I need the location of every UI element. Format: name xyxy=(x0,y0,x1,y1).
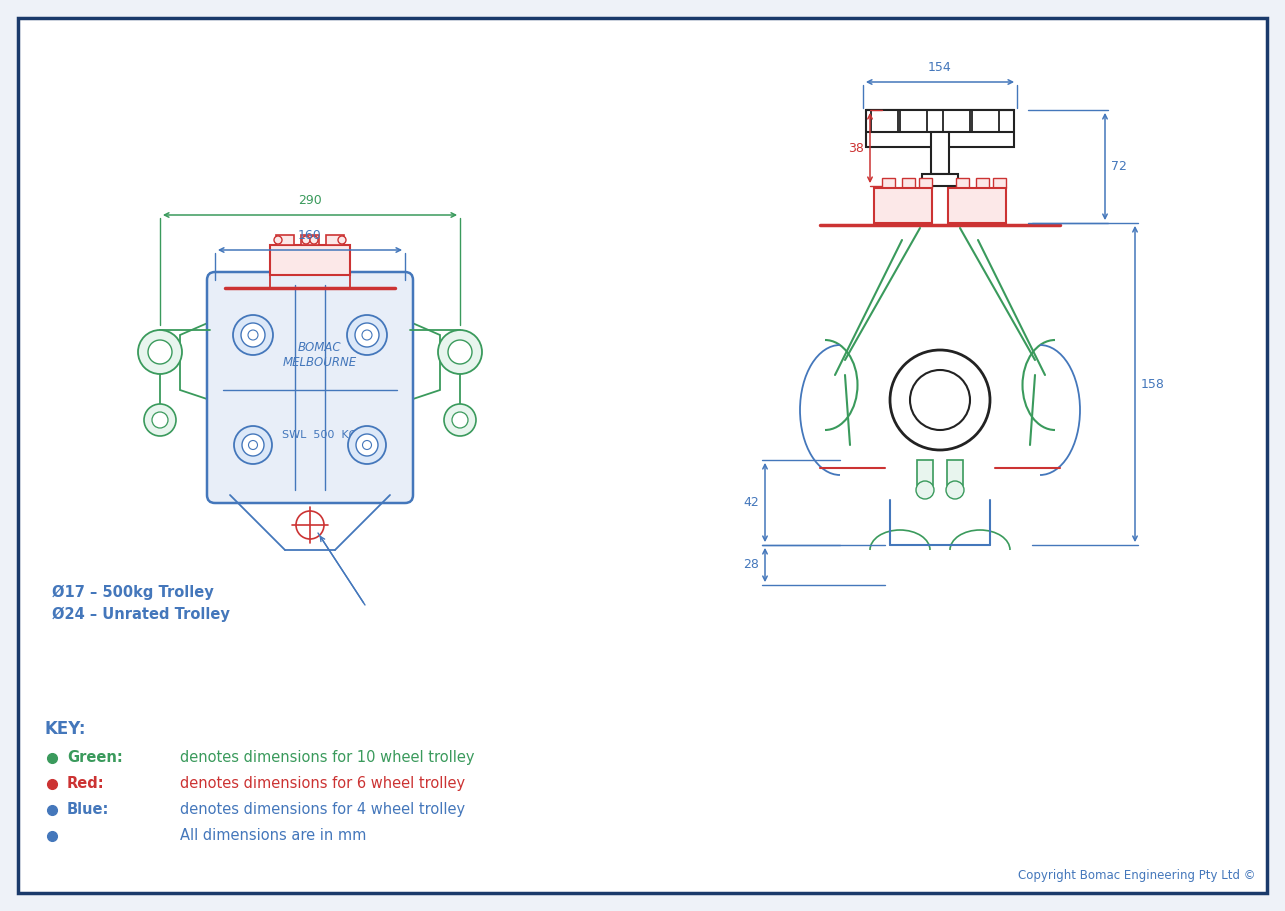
Text: denotes dimensions for 6 wheel trolley: denotes dimensions for 6 wheel trolley xyxy=(180,776,465,791)
Bar xyxy=(866,110,1014,147)
Text: KEY:: KEY: xyxy=(45,720,86,738)
Text: Ø17 – 500kg Trolley: Ø17 – 500kg Trolley xyxy=(51,585,213,600)
Circle shape xyxy=(448,340,472,364)
Bar xyxy=(882,178,894,188)
Text: 158: 158 xyxy=(1141,377,1165,391)
Bar xyxy=(977,178,989,188)
Circle shape xyxy=(348,426,386,464)
Circle shape xyxy=(347,315,387,355)
Bar xyxy=(917,460,933,485)
Bar xyxy=(874,188,932,223)
Circle shape xyxy=(233,315,272,355)
Circle shape xyxy=(452,412,468,428)
Circle shape xyxy=(137,330,182,374)
Bar xyxy=(943,110,970,132)
Circle shape xyxy=(242,323,265,347)
Text: Blue:: Blue: xyxy=(67,802,109,817)
Bar xyxy=(326,235,344,245)
Bar xyxy=(947,460,962,485)
Circle shape xyxy=(302,236,310,244)
Circle shape xyxy=(248,330,258,340)
Bar xyxy=(932,132,950,174)
Bar xyxy=(993,178,1006,188)
Text: 42: 42 xyxy=(743,496,759,509)
Circle shape xyxy=(438,330,482,374)
Bar xyxy=(948,188,1006,223)
Circle shape xyxy=(152,412,168,428)
Text: 72: 72 xyxy=(1112,160,1127,173)
Text: 28: 28 xyxy=(743,558,759,571)
Circle shape xyxy=(274,236,281,244)
Bar xyxy=(899,110,926,132)
Text: 154: 154 xyxy=(928,61,952,74)
Bar xyxy=(301,235,319,245)
Circle shape xyxy=(355,323,379,347)
Circle shape xyxy=(310,236,317,244)
Circle shape xyxy=(356,434,378,456)
Circle shape xyxy=(445,404,475,436)
Text: denotes dimensions for 10 wheel trolley: denotes dimensions for 10 wheel trolley xyxy=(180,750,474,765)
Bar xyxy=(276,235,294,245)
Circle shape xyxy=(144,404,176,436)
Circle shape xyxy=(916,481,934,499)
Text: 38: 38 xyxy=(848,141,864,155)
Bar xyxy=(923,174,959,186)
Circle shape xyxy=(248,441,257,449)
Text: Green:: Green: xyxy=(67,750,123,765)
Bar xyxy=(270,245,350,275)
Text: Red:: Red: xyxy=(67,776,104,791)
Text: 160: 160 xyxy=(298,229,321,242)
Bar xyxy=(971,110,998,132)
Circle shape xyxy=(242,434,263,456)
Circle shape xyxy=(362,441,371,449)
Circle shape xyxy=(946,481,964,499)
Text: 290: 290 xyxy=(298,194,321,207)
Bar xyxy=(902,178,915,188)
Circle shape xyxy=(234,426,272,464)
Circle shape xyxy=(148,340,172,364)
Text: denotes dimensions for 4 wheel trolley: denotes dimensions for 4 wheel trolley xyxy=(180,802,465,817)
Bar xyxy=(956,178,969,188)
Text: BOMAC
MELBOURNE: BOMAC MELBOURNE xyxy=(283,341,357,369)
Bar xyxy=(919,178,932,188)
FancyBboxPatch shape xyxy=(207,272,412,503)
Text: Copyright Bomac Engineering Pty Ltd ©: Copyright Bomac Engineering Pty Ltd © xyxy=(1018,869,1255,882)
Circle shape xyxy=(891,350,989,450)
Circle shape xyxy=(362,330,371,340)
Text: Ø24 – Unrated Trolley: Ø24 – Unrated Trolley xyxy=(51,607,230,622)
Circle shape xyxy=(338,236,346,244)
Circle shape xyxy=(910,370,970,430)
Circle shape xyxy=(296,511,324,539)
Bar xyxy=(871,110,898,132)
Text: SWL  500  KG: SWL 500 KG xyxy=(283,430,357,440)
Text: All dimensions are in mm: All dimensions are in mm xyxy=(180,828,366,843)
